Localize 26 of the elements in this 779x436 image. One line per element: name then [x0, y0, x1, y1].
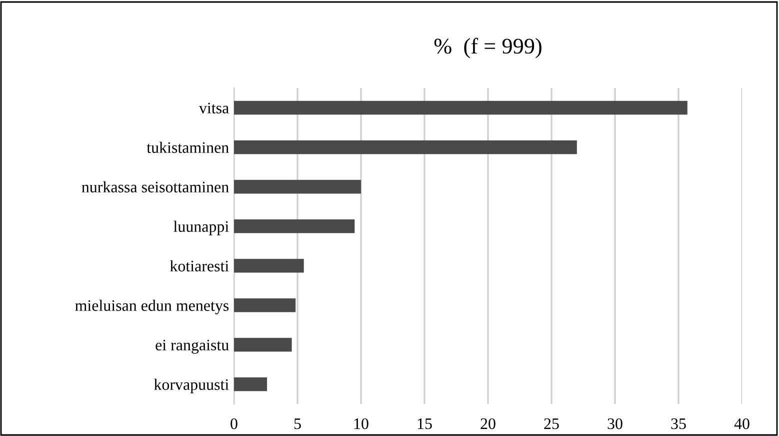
x-tick-label: 15 — [418, 418, 432, 430]
y-tick-label: luunappi — [174, 220, 229, 236]
y-tick-label: korvapuusti — [154, 378, 229, 394]
x-tick-label: 40 — [734, 418, 750, 430]
y-tick-label: tukistaminen — [146, 142, 229, 153]
x-tick-label: 20 — [480, 418, 496, 430]
y-tick-label: ei rangaistu — [156, 340, 229, 354]
x-tick-label: 0 — [230, 418, 238, 430]
x-tick-label: 5 — [294, 418, 301, 430]
bar — [234, 338, 292, 352]
bar — [234, 100, 688, 115]
bar — [234, 219, 355, 234]
x-tick-label: 30 — [608, 418, 622, 430]
bar — [234, 180, 361, 194]
bar — [234, 140, 577, 154]
bar — [234, 298, 296, 312]
y-tick-label: nurkassa seisottaminen — [82, 181, 229, 192]
y-tick-label: kotiaresti — [170, 260, 229, 272]
x-tick-label: 25 — [544, 418, 559, 430]
x-tick-label: 35 — [671, 418, 686, 430]
bar — [234, 258, 304, 273]
bar — [234, 377, 268, 392]
x-tick-label: 10 — [354, 418, 368, 430]
y-tick-label: mieluisan edun menetys — [75, 300, 229, 314]
chart-title: % (f = 999) — [434, 38, 542, 58]
y-tick-label: vitsa — [198, 102, 229, 114]
